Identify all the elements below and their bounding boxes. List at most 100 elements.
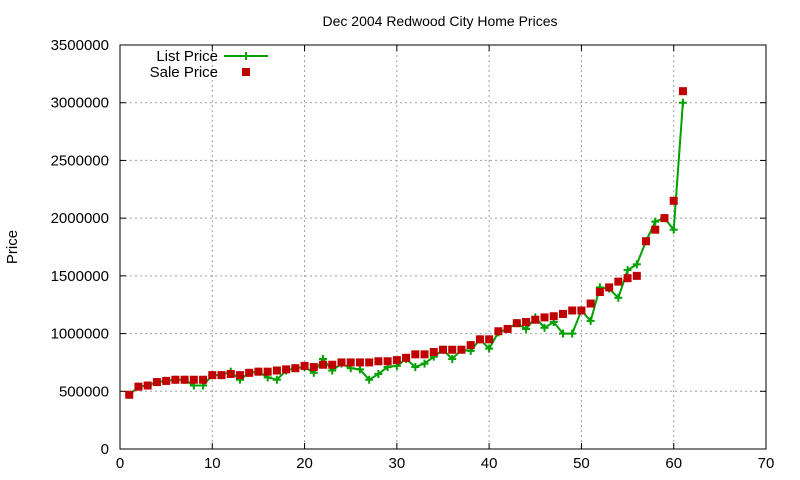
legend-swatch-sale-price <box>242 68 250 76</box>
list-price-point <box>586 316 595 325</box>
sale-price-point <box>282 365 291 374</box>
sale-price-point <box>568 306 577 315</box>
list-price-point <box>614 293 623 302</box>
sale-price-point <box>605 283 614 292</box>
list-price-point <box>411 363 420 372</box>
list-price-point <box>678 98 687 107</box>
sale-price-point <box>365 358 374 367</box>
y-tick-label: 2000000 <box>51 210 109 227</box>
x-tick-label: 20 <box>296 455 313 472</box>
sale-price-point <box>125 390 134 399</box>
y-tick-label: 2500000 <box>51 152 109 169</box>
sale-price-point <box>678 87 687 96</box>
sale-price-point <box>522 318 531 327</box>
sale-price-point <box>374 357 383 366</box>
sale-price-point <box>355 358 364 367</box>
y-tick-label: 0 <box>101 441 109 458</box>
sale-price-point <box>263 367 272 376</box>
sale-price-point <box>162 376 171 385</box>
axis-ticks: 0 10 20 30 40 50 60 70 0 500000 1000000 1500000 2000… <box>51 37 775 472</box>
list-price-point <box>448 354 457 363</box>
list-price-point <box>355 365 364 374</box>
sale-price-point <box>309 363 318 372</box>
sale-price-point <box>392 356 401 365</box>
x-tick-label: 0 <box>116 455 124 472</box>
sale-price-point <box>475 335 484 344</box>
sale-price-point <box>171 375 180 384</box>
x-tick-label: 50 <box>573 455 590 472</box>
y-tick-label: 500000 <box>59 383 109 400</box>
sale-price-point <box>328 360 337 369</box>
sale-price-point <box>411 350 420 359</box>
sale-price-point <box>531 315 540 324</box>
sale-price-point <box>485 335 494 344</box>
sale-price-point <box>420 350 429 359</box>
sale-price-point <box>245 368 254 377</box>
sale-price-point <box>642 237 651 246</box>
sale-price-point <box>217 371 226 380</box>
x-tick-label: 30 <box>389 455 406 472</box>
list-price-point <box>485 344 494 353</box>
list-price-point <box>632 260 641 269</box>
chart-title: Dec 2004 Redwood City Home Prices <box>323 13 558 29</box>
x-tick-label: 10 <box>204 455 221 472</box>
plot-frame <box>119 44 767 450</box>
sale-price-point <box>199 375 208 384</box>
sale-price-point <box>614 277 623 286</box>
sale-price-point <box>512 319 521 328</box>
sale-price-point <box>586 299 595 308</box>
x-tick-label: 70 <box>758 455 775 472</box>
x-tick-label: 60 <box>665 455 682 472</box>
list-price-point <box>272 375 281 384</box>
sale-price-point <box>272 366 281 375</box>
series-layer <box>125 87 687 399</box>
list-price-point <box>374 369 383 378</box>
sale-price-point <box>383 357 392 366</box>
list-price-point <box>651 217 660 226</box>
list-price-point <box>669 225 678 234</box>
list-price-point <box>420 359 429 368</box>
sale-price-point <box>291 364 300 373</box>
list-price-point <box>568 329 577 338</box>
y-tick-label: 3500000 <box>51 37 109 54</box>
legend-label-sale-price: Sale Price <box>150 64 218 81</box>
sale-price-point <box>254 367 263 376</box>
sale-price-point <box>346 358 355 367</box>
legend-label-list-price: List Price <box>156 48 218 65</box>
x-tick-label: 40 <box>481 455 498 472</box>
sale-price-point <box>660 214 669 223</box>
sale-price-point <box>457 345 466 354</box>
sale-price-point <box>494 327 503 336</box>
sale-price-point <box>558 309 567 318</box>
y-tick-label: 1000000 <box>51 326 109 343</box>
sale-price-point <box>549 312 558 321</box>
grid-lines <box>120 45 766 449</box>
sale-price-point <box>669 196 678 205</box>
sale-price-point <box>180 375 189 384</box>
sale-price-point <box>226 369 235 378</box>
sale-price-point <box>577 306 586 315</box>
legend: List Price Sale Price <box>150 48 268 81</box>
sale-price-point <box>319 360 328 369</box>
y-tick-label: 3000000 <box>51 95 109 112</box>
sale-price-point <box>235 371 244 380</box>
list-price-point <box>558 329 567 338</box>
sale-price-point <box>651 225 660 234</box>
sale-price-point <box>143 381 152 390</box>
sale-price-point <box>632 271 641 280</box>
list-price-point <box>623 266 632 275</box>
sale-price-point <box>429 348 438 357</box>
sale-price-point <box>208 371 217 380</box>
y-axis-label: Price <box>4 230 21 264</box>
sale-price-point <box>448 345 457 354</box>
sale-price-point <box>503 324 512 333</box>
y-tick-label: 1500000 <box>51 268 109 285</box>
sale-price-point <box>402 353 411 362</box>
sale-price-point <box>595 288 604 297</box>
legend-swatch-list-price <box>224 52 268 60</box>
sale-price-point <box>189 375 198 384</box>
sale-price-point <box>439 345 447 354</box>
sale-price-point <box>466 341 475 350</box>
sale-price-point <box>337 358 346 367</box>
sale-price-point <box>540 313 549 322</box>
